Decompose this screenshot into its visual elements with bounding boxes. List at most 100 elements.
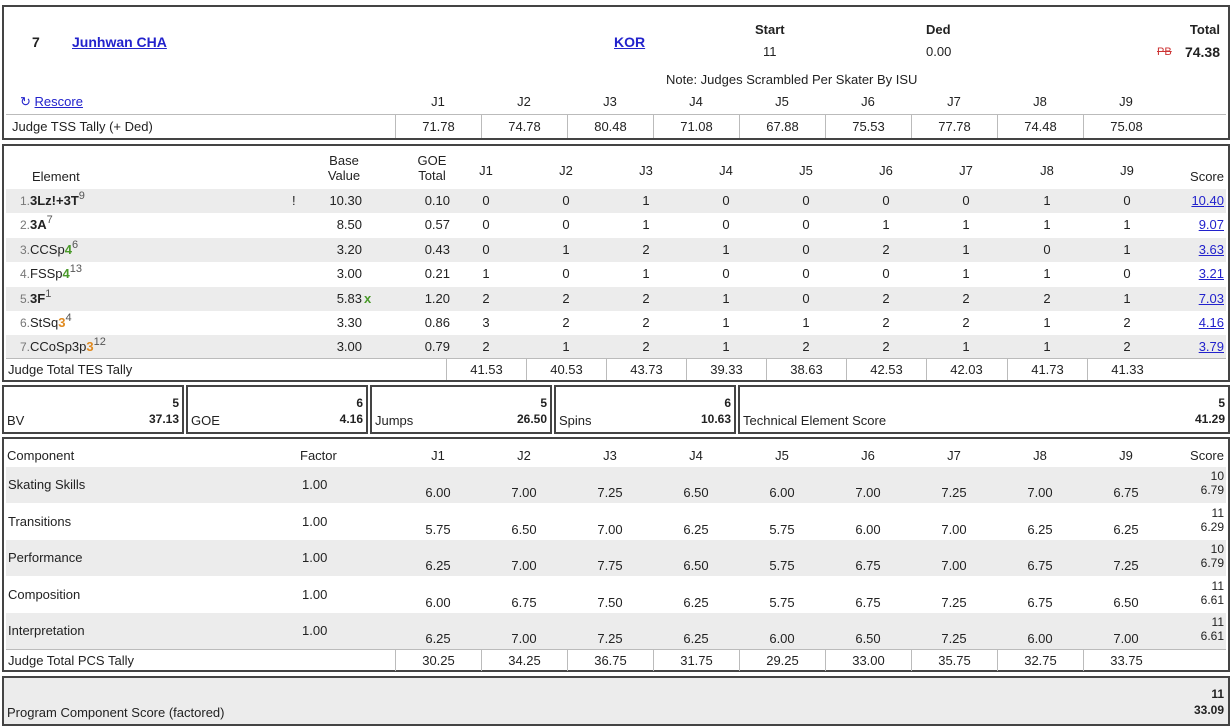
score-col-header: Score [1190, 169, 1224, 184]
element-name: 6.StSq34 [20, 311, 72, 336]
goe-total-header: GOE Total [412, 153, 452, 183]
tes-tally-value: 38.63 [766, 359, 846, 380]
tss-tally-value: 74.78 [481, 115, 567, 138]
component-judge-score: 7.25 [941, 594, 967, 610]
component-judge-score: 5.75 [425, 521, 451, 537]
rescore-link[interactable]: ↻ Rescore [20, 94, 83, 110]
summary-label: Jumps [375, 413, 414, 428]
element-index: 5. [20, 291, 31, 306]
element-base-value: 3.30 [336, 315, 362, 330]
pcs-tally-row: Judge Total PCS Tally 30.25 34.25 36.75 31.… [6, 649, 1226, 671]
component-judge-score: 6.75 [511, 594, 537, 610]
element-score-link[interactable]: 7.03 [1198, 290, 1224, 306]
element-judge-goe: 1 [1043, 266, 1051, 282]
element-goe-total: 1.20 [424, 290, 450, 306]
element-judge-goe: 1 [642, 266, 650, 282]
element-score-link[interactable]: 4.16 [1198, 315, 1224, 330]
element-judge-goe: 1 [882, 217, 890, 233]
component-judge-score: 7.25 [597, 631, 623, 646]
element-judge-goe: 1 [802, 315, 810, 330]
component-judge-score: 7.00 [855, 485, 881, 500]
factor-col-header: Factor [300, 448, 337, 463]
element-judge-goe: 0 [562, 266, 570, 282]
element-score-link[interactable]: 3.21 [1198, 266, 1224, 282]
element-score-link[interactable]: 9.07 [1198, 217, 1224, 233]
element-name: 4.FSSp413 [20, 262, 82, 287]
element-goe-total: 0.21 [424, 266, 450, 282]
pcs-tally-value: 31.75 [653, 650, 739, 671]
component-judge-header-J1: J1 [431, 448, 445, 463]
component-judge-header-J4: J4 [689, 448, 703, 463]
element-judge-goe: 0 [482, 241, 490, 257]
element-score-link[interactable]: 10.40 [1191, 193, 1224, 208]
element-row: 4.FSSp413 3.00 0.21 1 0 1 0 0 0 1 1 0 3.21 [6, 262, 1226, 286]
element-base-value: 3.00 [336, 339, 362, 355]
element-judge-goe: 0 [722, 266, 730, 282]
component-rank: 11 [1211, 578, 1224, 593]
element-judge-header-J9: J9 [1120, 163, 1134, 178]
element-row: 2.3A7 8.50 0.57 0 0 1 0 0 1 1 1 1 9.07 [6, 213, 1226, 237]
pcs-tally-value: 29.25 [739, 650, 825, 671]
component-judge-header-J5: J5 [775, 448, 789, 463]
element-code: StSq [30, 315, 59, 330]
element-judge-goe: 2 [882, 290, 890, 306]
tes-tally-value: 39.33 [686, 359, 766, 380]
element-judge-goe: 1 [1043, 217, 1051, 233]
element-name: 3.CCSp46 [20, 238, 78, 263]
element-judge-goe: 2 [1043, 290, 1051, 306]
element-order-sup: 9 [78, 190, 85, 202]
element-base-value: 3.20 [336, 241, 362, 257]
pcs-total-value: 33.09 [1193, 703, 1224, 717]
component-judge-score: 5.75 [769, 558, 795, 573]
element-judge-goe: 2 [962, 315, 970, 330]
rescore-label[interactable]: Rescore [34, 94, 83, 109]
tes-tally-value: 40.53 [526, 359, 606, 380]
element-row: 7.CCoSp3p312 3.00 0.79 2 1 2 1 2 2 1 1 2 3.79 [6, 335, 1226, 360]
tes-tally-value: 41.73 [1007, 359, 1087, 380]
element-score-link[interactable]: 3.79 [1198, 339, 1224, 355]
element-name: 7.CCoSp3p312 [20, 335, 106, 360]
element-level: 3 [86, 339, 94, 355]
start-label: Start [755, 22, 785, 37]
element-judge-goe: 0 [962, 193, 970, 208]
summary-box-bv: BV 5 37.13 [2, 385, 184, 434]
element-judge-header-J7: J7 [959, 163, 973, 178]
element-judge-goe: 0 [1043, 241, 1051, 257]
element-judge-goe: 1 [1123, 217, 1131, 233]
element-judge-goe: 2 [802, 339, 810, 355]
element-judge-goe: 0 [722, 193, 730, 208]
element-score-link[interactable]: 3.63 [1198, 241, 1224, 257]
component-name: Skating Skills [8, 477, 86, 492]
element-judge-goe: 2 [562, 290, 570, 306]
component-judge-score: 6.75 [855, 558, 881, 573]
element-judge-goe: 1 [722, 290, 730, 306]
element-judge-goe: 0 [802, 217, 810, 233]
element-judge-header-J2: J2 [559, 163, 573, 178]
element-judge-goe: 1 [562, 339, 570, 355]
component-judge-score: 6.25 [683, 631, 709, 646]
element-judge-goe: 1 [482, 266, 490, 282]
component-score: 6.29 [1200, 519, 1224, 534]
summary-label: BV [7, 413, 25, 428]
component-judge-score: 6.75 [1113, 485, 1139, 500]
skater-name-link[interactable]: Junhwan CHA [72, 34, 167, 50]
element-index: 2. [20, 218, 31, 233]
pcs-tally-label: Judge Total PCS Tally [8, 653, 134, 668]
tss-tally-value: 80.48 [567, 115, 653, 138]
ded-label: Ded [926, 22, 951, 37]
element-index: 3. [20, 242, 31, 257]
component-row: Skating Skills 1.00 6.00 7.00 7.25 6.50 6.00 7.… [6, 467, 1226, 503]
element-name: 2.3A7 [20, 213, 53, 238]
pcs-tally-value: 35.75 [911, 650, 997, 671]
element-judge-goe: 0 [882, 266, 890, 282]
nation-link[interactable]: KOR [614, 34, 646, 50]
component-col-header: Component [7, 448, 75, 463]
base-value-header: Base Value [324, 153, 364, 183]
component-judge-score: 6.75 [1027, 594, 1053, 610]
base-value-header-2: Value [327, 168, 361, 183]
element-index: 4. [20, 267, 31, 282]
component-judge-score: 6.75 [855, 594, 881, 610]
element-row: 3.CCSp46 3.20 0.43 0 1 2 1 0 2 1 0 1 3.63 [6, 237, 1226, 263]
component-judge-score: 6.25 [425, 558, 451, 573]
element-judge-goe: 0 [882, 193, 890, 208]
